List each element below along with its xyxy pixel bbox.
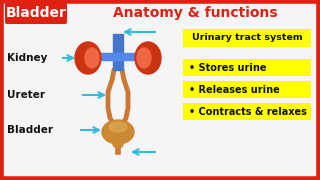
Text: • Releases urine: • Releases urine xyxy=(189,85,280,95)
Ellipse shape xyxy=(113,140,123,148)
Text: • Stores urine: • Stores urine xyxy=(189,63,267,73)
Text: Urinary tract system: Urinary tract system xyxy=(192,33,302,42)
FancyBboxPatch shape xyxy=(183,29,311,47)
Ellipse shape xyxy=(75,42,101,74)
Ellipse shape xyxy=(102,120,134,144)
Text: Kidney: Kidney xyxy=(7,53,47,63)
Text: Anatomy & functions: Anatomy & functions xyxy=(113,6,277,20)
Text: Bladder: Bladder xyxy=(5,6,67,20)
Ellipse shape xyxy=(109,122,127,132)
Ellipse shape xyxy=(85,48,99,68)
FancyBboxPatch shape xyxy=(183,103,311,120)
Bar xyxy=(113,34,123,70)
Ellipse shape xyxy=(137,48,151,68)
Bar xyxy=(100,53,136,60)
Text: Bladder: Bladder xyxy=(7,125,53,135)
FancyBboxPatch shape xyxy=(183,81,311,98)
FancyBboxPatch shape xyxy=(183,59,311,76)
Text: Ureter: Ureter xyxy=(7,90,45,100)
FancyBboxPatch shape xyxy=(5,3,67,24)
Ellipse shape xyxy=(135,42,161,74)
Text: • Contracts & relaxes: • Contracts & relaxes xyxy=(189,107,307,117)
